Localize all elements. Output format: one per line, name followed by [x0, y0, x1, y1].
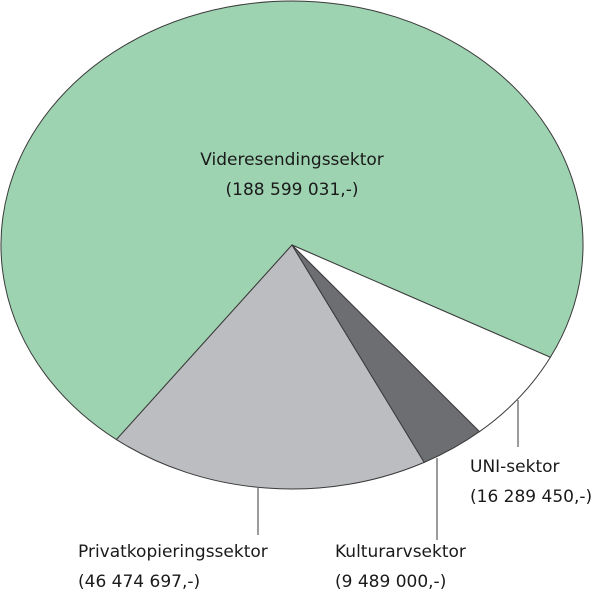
slice-label: Videresendingssektor	[200, 150, 384, 170]
pie-slice	[0, 0, 584, 441]
pie-slice	[291, 244, 552, 433]
slice-value-label: (188 599 031,-)	[226, 180, 359, 200]
slice-value-label: (9 489 000,-)	[335, 572, 446, 591]
slice-label: Privatkopieringssektor	[78, 542, 268, 562]
slice-value-label: (16 289 450,-)	[470, 487, 592, 507]
pie-slice	[115, 244, 425, 490]
slice-value-label: (46 474 697,-)	[78, 572, 200, 591]
slice-label: UNI-sektor	[470, 457, 560, 477]
slice-label: Kulturarvsektor	[335, 542, 466, 562]
